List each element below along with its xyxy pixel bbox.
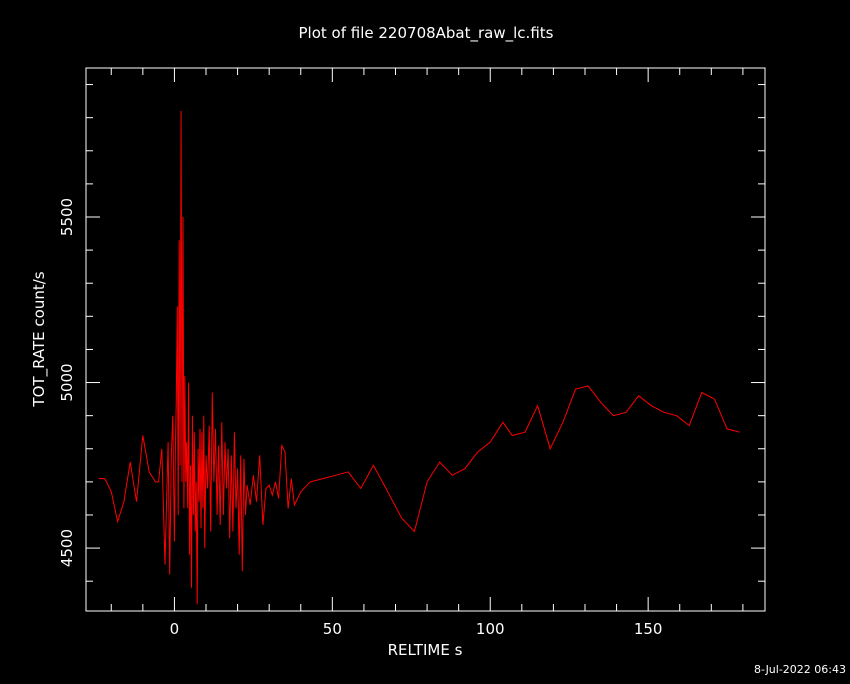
y-tick-label: 5000: [58, 363, 76, 401]
x-tick-label: 100: [476, 620, 505, 638]
x-axis-label: RELTIME s: [388, 641, 463, 659]
y-tick-label: 5500: [58, 198, 76, 236]
plot-frame: [85, 67, 766, 612]
x-tick-label: 150: [634, 620, 663, 638]
x-axis: 0 50 100 150: [110, 68, 744, 638]
chart-title: Plot of file 220708Abat_raw_lc.fits: [299, 24, 554, 43]
y-axis: 4500 5000 5500: [58, 84, 765, 582]
y-tick-label: 4500: [58, 529, 76, 567]
y-axis-label: TOT_RATE count/s: [30, 271, 49, 407]
x-tick-label: 50: [323, 620, 342, 638]
x-tick-label: 0: [170, 620, 180, 638]
series-line: [98, 110, 740, 605]
footer-timestamp: 8-Jul-2022 06:43: [754, 663, 846, 676]
series-group: [98, 110, 740, 605]
